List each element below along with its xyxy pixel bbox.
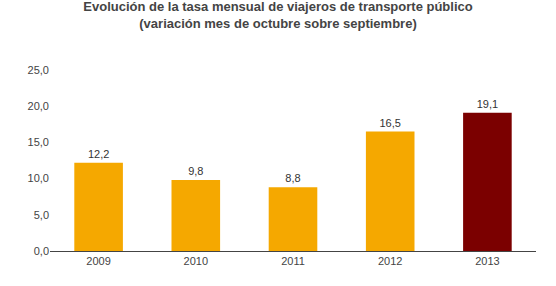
svg-text:9,8: 9,8 (188, 165, 203, 177)
svg-text:25,0: 25,0 (28, 64, 49, 76)
svg-text:16,5: 16,5 (379, 117, 400, 129)
svg-text:Evolución de la tasa mensual d: Evolución de la tasa mensual de viajeros… (83, 0, 472, 31)
svg-text:15,0: 15,0 (28, 136, 49, 148)
svg-text:2011: 2011 (281, 255, 305, 267)
svg-text:8,8: 8,8 (285, 172, 300, 184)
svg-text:0,0: 0,0 (34, 245, 49, 257)
svg-text:2009: 2009 (86, 255, 110, 267)
svg-text:20,0: 20,0 (28, 100, 49, 112)
svg-text:12,2: 12,2 (88, 148, 109, 160)
svg-text:2013: 2013 (475, 255, 499, 267)
svg-text:5,0: 5,0 (34, 209, 49, 221)
svg-text:2010: 2010 (184, 255, 208, 267)
svg-text:19,1: 19,1 (477, 98, 498, 110)
svg-text:2012: 2012 (378, 255, 402, 267)
svg-text:10,0: 10,0 (28, 172, 49, 184)
